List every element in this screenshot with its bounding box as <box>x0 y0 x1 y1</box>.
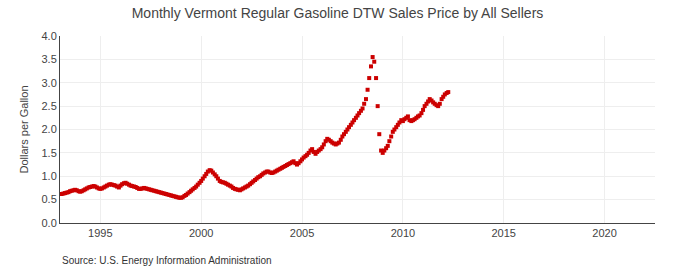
svg-text:3.0: 3.0 <box>42 77 57 89</box>
svg-text:Monthly Vermont Regular Gasoli: Monthly Vermont Regular Gasoline DTW Sal… <box>132 5 544 21</box>
svg-text:0.5: 0.5 <box>42 193 57 205</box>
svg-text:1.0: 1.0 <box>42 170 57 182</box>
svg-text:2.5: 2.5 <box>42 100 57 112</box>
svg-text:4.0: 4.0 <box>42 30 57 42</box>
svg-text:2020: 2020 <box>592 227 616 239</box>
svg-text:2015: 2015 <box>491 227 515 239</box>
svg-text:Source: U.S. Energy Informatio: Source: U.S. Energy Information Administ… <box>62 255 272 266</box>
svg-text:2005: 2005 <box>290 227 314 239</box>
svg-text:2000: 2000 <box>189 227 213 239</box>
svg-text:2.0: 2.0 <box>42 123 57 135</box>
svg-text:3.5: 3.5 <box>42 53 57 65</box>
svg-text:1.5: 1.5 <box>42 147 57 159</box>
svg-text:1995: 1995 <box>88 227 112 239</box>
svg-text:Dollars per Gallon: Dollars per Gallon <box>18 85 30 173</box>
svg-text:0.0: 0.0 <box>42 217 57 229</box>
svg-text:2010: 2010 <box>391 227 415 239</box>
